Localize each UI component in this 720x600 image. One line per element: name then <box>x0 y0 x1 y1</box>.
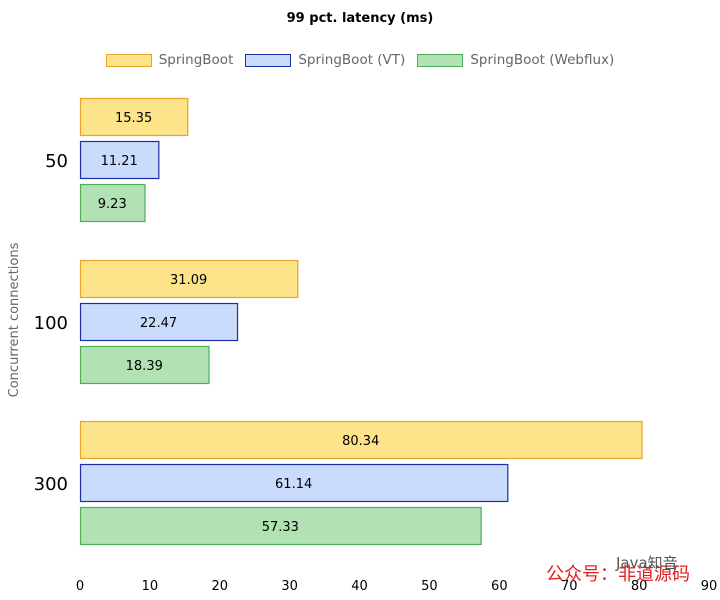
bar-value-label: 57.33 <box>262 520 299 535</box>
bar[interactable] <box>79 183 146 223</box>
bar[interactable] <box>79 259 299 299</box>
bar[interactable] <box>79 420 643 460</box>
legend-swatch <box>245 53 292 67</box>
legend-label: SpringBoot <box>158 52 234 68</box>
y-tick-label: 100 <box>34 313 68 334</box>
bar-value-label: 61.14 <box>275 477 312 492</box>
x-tick-label: 70 <box>561 579 578 594</box>
x-tick-label: 50 <box>421 579 438 594</box>
legend-swatch <box>417 53 464 67</box>
legend-label: SpringBoot (VT) <box>298 52 406 68</box>
legend-item-springboot-vt[interactable]: SpringBoot (VT) <box>245 52 405 68</box>
bar[interactable] <box>79 345 210 385</box>
bar[interactable] <box>79 302 239 342</box>
bar-value-label: 22.47 <box>140 316 177 331</box>
legend-item-springboot[interactable]: SpringBoot <box>105 52 234 68</box>
x-tick-label: 0 <box>76 579 84 594</box>
bar-value-label: 11.21 <box>101 154 138 169</box>
plot-area: 5015.3511.219.2310031.0922.4718.3930080.… <box>34 97 718 594</box>
x-tick-label: 20 <box>212 579 229 594</box>
x-tick-label: 90 <box>701 579 718 594</box>
bar[interactable] <box>79 506 482 546</box>
legend-item-springboot-webflux[interactable]: SpringBoot (Webflux) <box>417 52 614 68</box>
legend-swatch <box>105 53 152 67</box>
bar-value-label: 80.34 <box>342 434 379 449</box>
bar-value-label: 31.09 <box>170 273 207 288</box>
x-tick-label: 80 <box>631 579 648 594</box>
y-tick-label: 50 <box>45 151 68 172</box>
bar-value-label: 9.23 <box>98 197 127 212</box>
y-tick-label: 300 <box>34 474 68 495</box>
bar[interactable] <box>79 97 189 137</box>
bar-value-label: 18.39 <box>126 359 163 374</box>
chart-title: 99 pct. latency (ms) <box>286 11 434 26</box>
y-axis-label: Concurrent connections <box>7 242 22 397</box>
watermark: 公众号：非道源码 Java知音 <box>546 554 690 586</box>
chart-legend: SpringBoot SpringBoot (VT) SpringBoot (W… <box>0 52 720 68</box>
x-tick-label: 10 <box>142 579 159 594</box>
watermark-cn: 公众号：非道源码 <box>546 564 690 585</box>
x-tick-label: 40 <box>351 579 368 594</box>
bar[interactable] <box>79 463 509 503</box>
x-tick-label: 30 <box>281 579 298 594</box>
legend-label: SpringBoot (Webflux) <box>470 52 615 68</box>
bar-value-label: 15.35 <box>115 111 152 126</box>
bar[interactable] <box>79 140 160 180</box>
watermark-en: Java知音 <box>616 554 678 572</box>
x-tick-label: 60 <box>491 579 508 594</box>
